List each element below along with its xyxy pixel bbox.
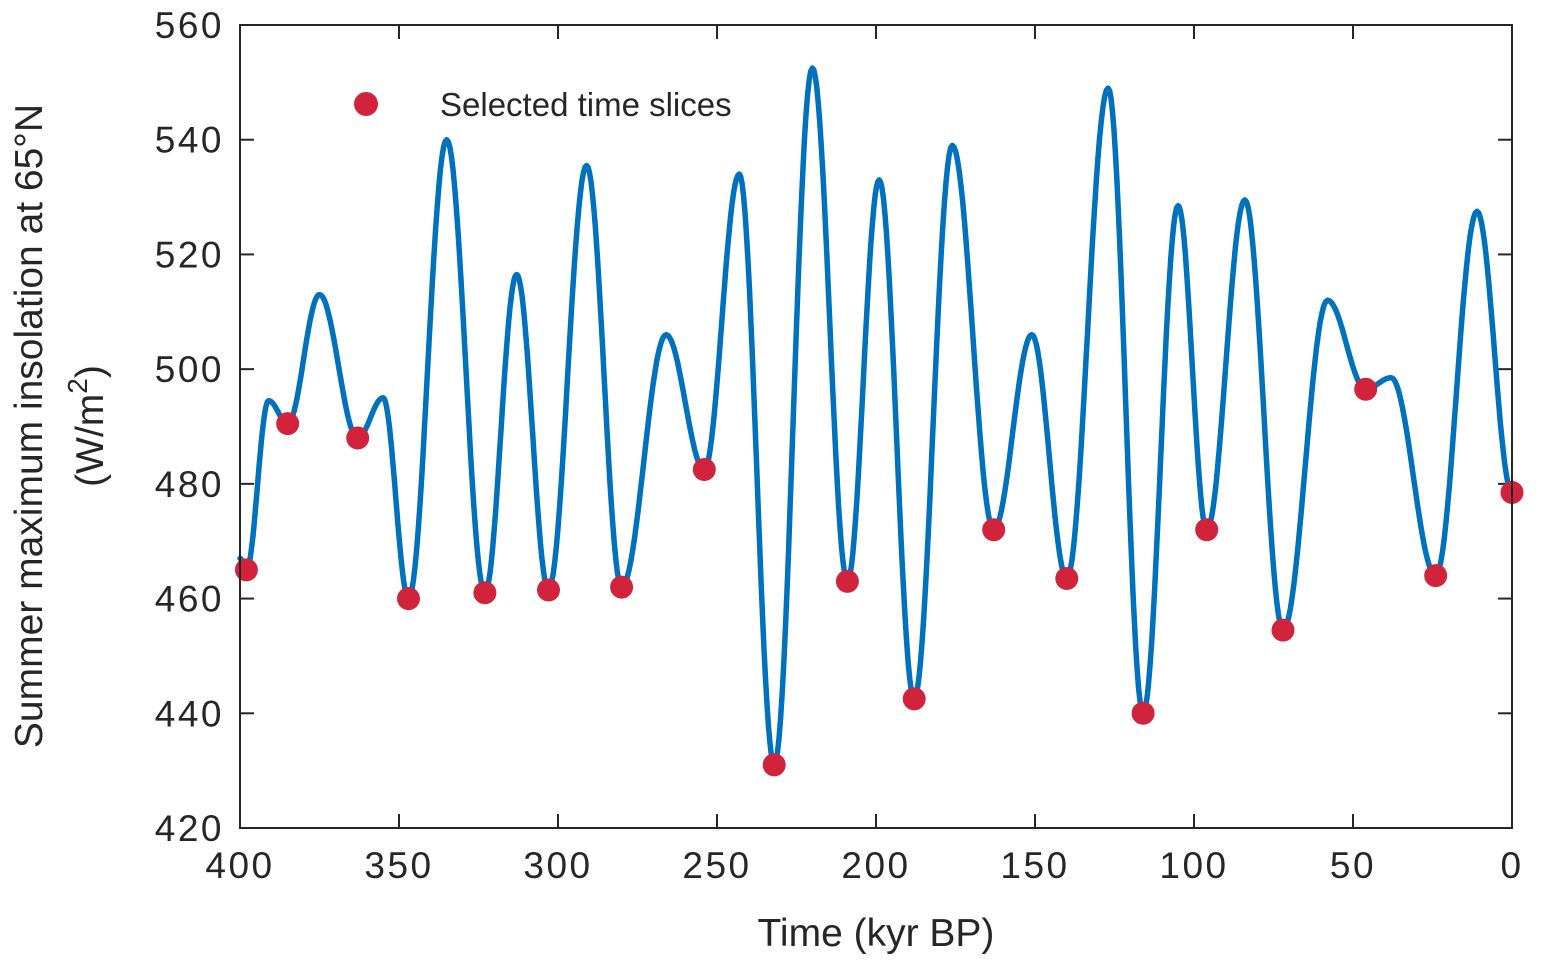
y-tick-label: 520 [155, 234, 224, 275]
selected-time-slice-point [1055, 567, 1079, 590]
y-tick-label: 420 [155, 808, 224, 849]
x-tick-label: 400 [205, 845, 274, 886]
selected-time-slice-point [276, 412, 300, 436]
selected-time-slice-point [1271, 618, 1295, 642]
x-tick-label: 350 [364, 845, 433, 886]
insolation-line [237, 65, 1515, 768]
axis-ticks: 400 350 300 250 200 150 100 50 04204404604805005… [155, 5, 1523, 886]
selected-time-slice-point [835, 569, 859, 593]
selected-time-slice-point [1424, 564, 1448, 588]
y-tick-label: 500 [155, 349, 224, 390]
x-tick-label: 250 [682, 845, 751, 886]
x-tick-label: 300 [523, 845, 592, 886]
selected-time-slice-point [902, 687, 926, 711]
x-axis-label: Time (kyr BP) [758, 912, 995, 955]
legend-label: Selected time slices [440, 86, 732, 123]
y-tick-label: 440 [155, 693, 224, 734]
x-tick-label: 50 [1330, 845, 1376, 886]
y-axis-label: Summer maximum insolation at 65°N [8, 104, 51, 748]
selected-time-slice-point [1131, 701, 1155, 725]
selected-time-slice-point [762, 753, 786, 777]
selected-time-slice-point [982, 518, 1006, 542]
selected-time-slice-point [346, 426, 370, 450]
legend: Selected time slices [354, 86, 732, 123]
selected-time-slice-point [397, 587, 420, 611]
x-tick-label: 0 [1500, 845, 1523, 886]
y-tick-label: 480 [155, 464, 224, 505]
selected-time-slice-point [610, 575, 634, 599]
y-tick-label: 460 [155, 579, 224, 620]
x-tick-label: 150 [1000, 845, 1069, 886]
selected-time-slice-point [473, 581, 497, 605]
selected-time-slice-point [537, 578, 560, 602]
selected-time-slice-point [1195, 518, 1219, 542]
selected-time-slice-point [234, 558, 258, 582]
selected-time-slice-point [1354, 377, 1378, 401]
y-tick-label: 540 [155, 120, 224, 161]
x-tick-label: 200 [841, 845, 910, 886]
axes-box [239, 24, 1513, 829]
x-tick-label: 100 [1159, 845, 1228, 886]
y-axis-units-label: (W/m2) [62, 365, 112, 487]
legend-marker-icon [354, 92, 378, 116]
y-tick-label: 560 [155, 5, 224, 46]
selected-time-slice-point [692, 458, 716, 481]
plot-layer [234, 65, 1524, 777]
